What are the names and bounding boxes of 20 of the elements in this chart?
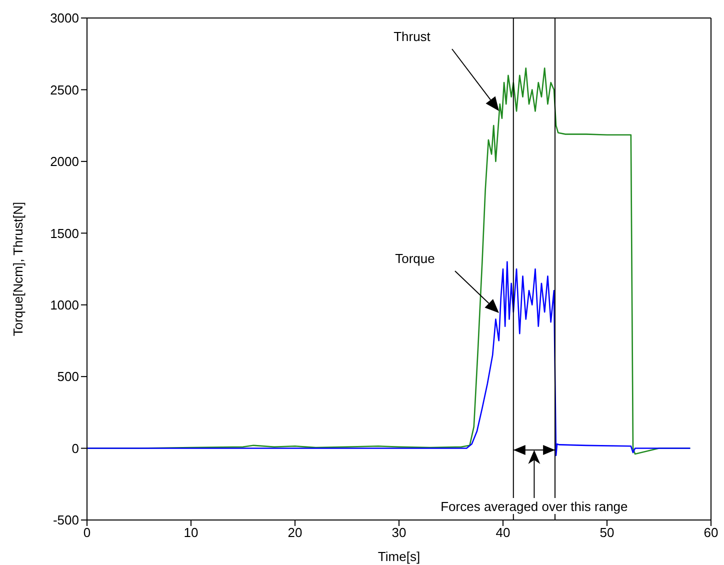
- annotation: Thrust: [394, 29, 431, 44]
- y-tick-label: 3000: [50, 10, 79, 26]
- x-tick-label: 60: [704, 525, 718, 540]
- y-axis-title: Torque[Ncm], Thrust[N]: [10, 202, 26, 336]
- y-tick-label: -500: [52, 512, 79, 528]
- x-axis-title: Time[s]: [378, 549, 420, 564]
- y-tick-label: 2000: [50, 154, 79, 170]
- x-tick-label: 30: [392, 525, 406, 540]
- x-tick-label: 40: [496, 525, 510, 540]
- y-tick-label: 1000: [50, 297, 79, 312]
- annotation: Forces averaged over this range: [440, 499, 628, 514]
- y-tick-label: 1500: [50, 226, 79, 241]
- x-tick-label: 0: [83, 525, 91, 540]
- y-tick-label: 2500: [50, 82, 79, 98]
- y-tick-label: 0: [72, 440, 79, 456]
- x-tick-label: 10: [184, 525, 198, 540]
- x-tick-label: 50: [600, 525, 614, 540]
- annotation: Torque: [395, 251, 435, 266]
- y-tick-label: 500: [57, 369, 79, 384]
- x-tick-label: 20: [288, 525, 302, 540]
